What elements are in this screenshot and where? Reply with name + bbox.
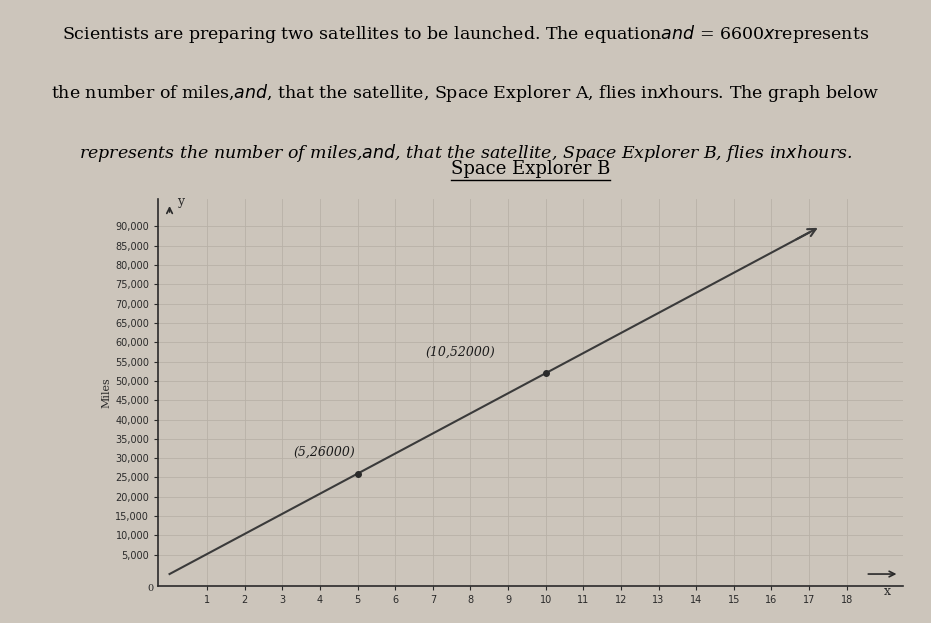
- Text: y: y: [177, 195, 184, 208]
- Y-axis label: Miles: Miles: [101, 377, 111, 408]
- Text: (10,52000): (10,52000): [425, 346, 495, 359]
- Text: Space Explorer B: Space Explorer B: [451, 160, 611, 178]
- Text: x: x: [884, 585, 891, 598]
- Text: Scientists are preparing two satellites to be launched. The equation$and$ = 6600: Scientists are preparing two satellites …: [61, 22, 870, 45]
- Text: represents the number of miles,$and$, that the satellite, Space Explorer B, flie: represents the number of miles,$and$, th…: [79, 142, 852, 164]
- Text: 0: 0: [147, 584, 153, 594]
- Text: (5,26000): (5,26000): [293, 446, 356, 459]
- Text: the number of miles,$and$, that the satellite, Space Explorer A, flies in$x$hour: the number of miles,$and$, that the sate…: [51, 82, 880, 105]
